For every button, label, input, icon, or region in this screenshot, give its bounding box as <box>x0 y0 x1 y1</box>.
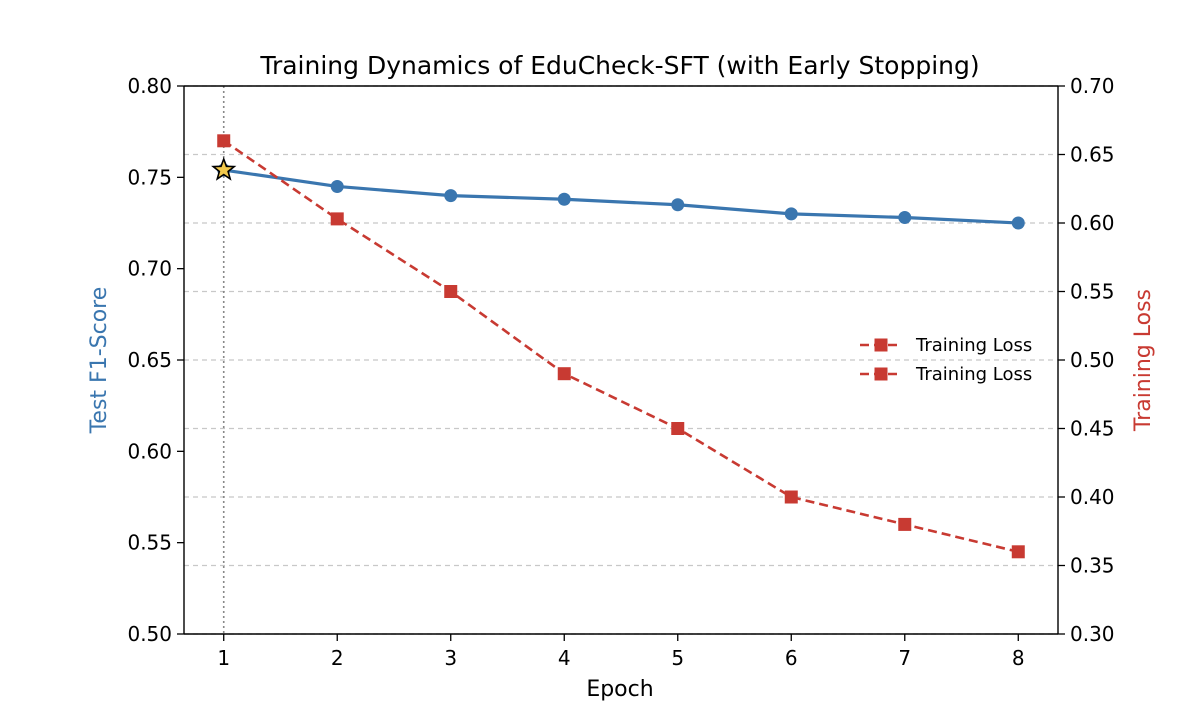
legend-label: Training Loss <box>915 335 1032 356</box>
left-y-tick-label: 0.70 <box>127 257 172 281</box>
x-tick-label: 8 <box>1012 646 1025 670</box>
data-point <box>671 422 685 435</box>
right-y-tick-label: 0.30 <box>1070 622 1115 646</box>
right-y-tick-label: 0.65 <box>1070 143 1115 167</box>
x-tick-label: 3 <box>444 646 457 670</box>
data-point <box>557 192 571 206</box>
series-line-2 <box>222 139 1019 554</box>
left-y-tick-label: 0.80 <box>127 74 172 98</box>
chart-title: Training Dynamics of EduCheck-SFT (with … <box>259 51 979 80</box>
legend: Training Loss Training Loss <box>860 335 1032 385</box>
left-y-tick-label: 0.60 <box>127 439 172 463</box>
series-line-1 <box>223 168 1019 225</box>
right-y-tick-label: 0.50 <box>1070 348 1115 372</box>
x-tick-label: 4 <box>558 646 571 670</box>
left-y-tick-label: 0.55 <box>127 531 172 555</box>
data-point <box>1011 216 1025 230</box>
best-epoch-star-icon <box>211 156 237 181</box>
data-point <box>784 490 798 504</box>
data-point <box>898 517 912 531</box>
data-point <box>444 189 458 203</box>
left-y-tick-label: 0.50 <box>127 622 172 646</box>
x-tick-label: 1 <box>217 646 230 670</box>
data-point <box>1011 545 1025 559</box>
x-tick-label: 6 <box>785 646 798 670</box>
data-point <box>671 198 685 212</box>
x-tick-label: 5 <box>671 646 684 670</box>
data-point <box>330 179 344 193</box>
right-y-tick-label: 0.40 <box>1070 485 1115 509</box>
x-axis-label: Epoch <box>586 677 653 702</box>
legend-marker <box>874 367 888 381</box>
x-tick-label: 7 <box>898 646 911 670</box>
right-y-tick-label: 0.35 <box>1070 554 1115 578</box>
right-y-tick-label: 0.45 <box>1070 417 1115 441</box>
data-point <box>330 212 344 226</box>
right-y-tick-label: 0.55 <box>1070 280 1115 304</box>
left-y-tick-label: 0.75 <box>127 165 172 189</box>
right-y-tick-label: 0.70 <box>1070 74 1115 98</box>
x-tick-label: 2 <box>331 646 344 670</box>
data-point <box>557 367 571 381</box>
gridlines <box>184 85 1058 635</box>
data-point <box>898 211 912 225</box>
left-y-tick-label: 0.65 <box>127 348 172 372</box>
right-y-axis-label: Training Loss <box>1131 289 1156 432</box>
data-point <box>217 134 231 148</box>
axes: 1 2 3 4 5 6 7 8 0.50 0.55 0.60 0.65 0.70 0.75 0.80 0.30… <box>127 74 1114 670</box>
data-point <box>444 285 458 298</box>
series-group <box>211 134 1025 559</box>
left-y-axis-label: Test F1-Score <box>87 287 112 435</box>
legend-marker <box>874 338 888 352</box>
legend-label: Training Loss <box>915 364 1032 385</box>
data-point <box>784 207 798 221</box>
right-y-tick-label: 0.60 <box>1070 211 1115 235</box>
